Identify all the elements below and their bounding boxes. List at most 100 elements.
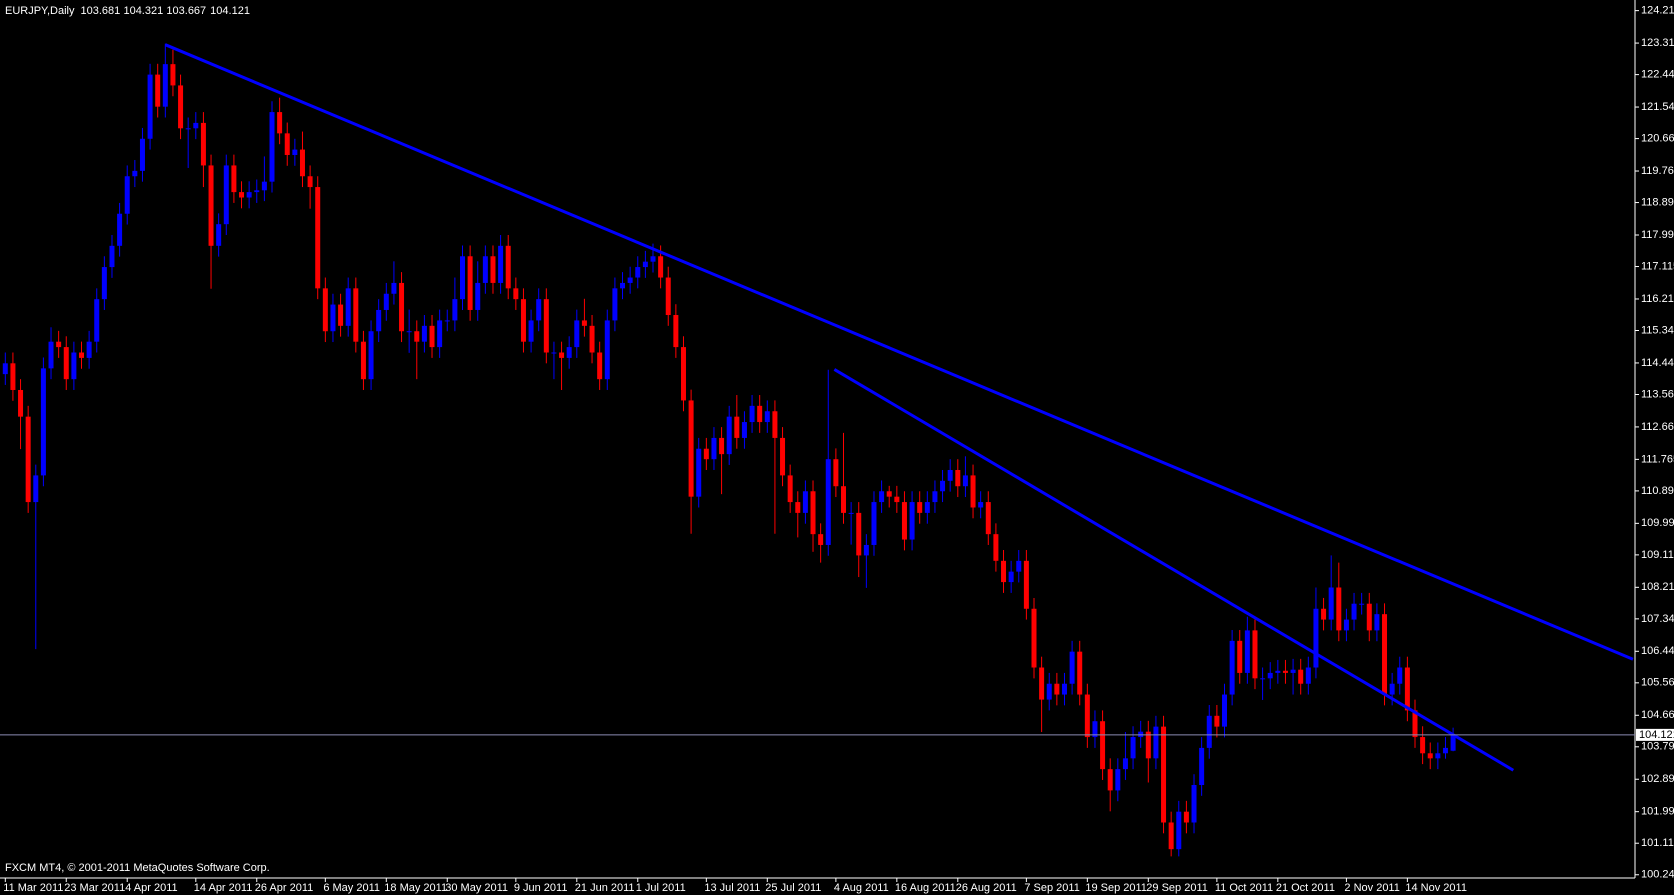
candle-body <box>132 170 138 177</box>
candle-body <box>757 405 763 423</box>
x-tick-label: 29 Sep 2011 <box>1146 882 1208 894</box>
candle-body <box>1382 614 1388 695</box>
y-tick-label: 109.115 <box>1641 549 1674 561</box>
x-tick-label: 21 Jun 2011 <box>575 882 635 894</box>
candle-body <box>833 459 839 487</box>
y-tick-label: 109.990 <box>1641 517 1674 529</box>
candle-body <box>284 133 290 155</box>
candle-body <box>520 299 526 342</box>
y-tick-label: 112.665 <box>1641 421 1674 433</box>
candle-body <box>1008 571 1014 583</box>
candle-body <box>1046 683 1052 700</box>
candle-body <box>970 475 976 508</box>
candle-body <box>894 496 900 503</box>
candle-body <box>40 368 46 476</box>
candle-body <box>1442 747 1448 754</box>
candle-body <box>239 192 245 198</box>
candle-body <box>703 448 709 460</box>
candle-body <box>1084 694 1090 738</box>
candle-body <box>1282 670 1288 673</box>
candle-body <box>1168 822 1174 850</box>
candle-body <box>1001 560 1007 583</box>
x-tick-label: 16 Aug 2011 <box>895 882 956 894</box>
header-open: 103.681 <box>81 5 121 17</box>
candle-body <box>1404 667 1410 711</box>
candle-body <box>978 502 984 508</box>
candle-body <box>261 181 267 191</box>
candle-body <box>368 331 374 380</box>
y-tick-label: 110.890 <box>1641 485 1674 497</box>
symbol: EURJPY,Daily <box>5 5 75 17</box>
candle-body <box>536 299 542 321</box>
candle-body <box>1389 683 1395 695</box>
candle-body <box>1023 560 1029 609</box>
candle-body <box>444 320 450 322</box>
candle-body <box>147 74 153 139</box>
candle-body <box>749 405 755 423</box>
candle-body <box>1397 667 1403 684</box>
current-price-box <box>1636 728 1674 741</box>
candle-body <box>155 74 161 107</box>
candle-body <box>117 213 123 246</box>
candle-body <box>764 411 770 423</box>
y-tick-label: 117.115 <box>1641 260 1674 272</box>
y-tick-label: 106.440 <box>1641 645 1674 657</box>
candle-body <box>490 256 496 283</box>
candle-body <box>1336 587 1342 631</box>
candle-body <box>376 309 382 332</box>
candle-body <box>1351 603 1357 620</box>
candle-body <box>1237 640 1243 673</box>
candle-body <box>246 192 252 198</box>
candle-body <box>124 176 130 214</box>
header-close: 104.121 <box>210 5 250 17</box>
header-low: 103.667 <box>166 5 206 17</box>
y-tick-label: 113.565 <box>1641 388 1674 400</box>
candle-body <box>1145 731 1151 759</box>
candle-body <box>399 282 405 332</box>
y-tick-label: 101.990 <box>1641 806 1674 818</box>
candle-body <box>1366 603 1372 631</box>
y-tick-label: 120.665 <box>1641 132 1674 144</box>
candle-body <box>1267 672 1273 679</box>
candle-body <box>185 128 191 130</box>
y-tick-label: 100.240 <box>1641 869 1674 881</box>
candle-body <box>1100 721 1106 770</box>
y-tick-label: 123.315 <box>1641 37 1674 49</box>
candle-body <box>642 261 648 268</box>
y-tick-label: 117.990 <box>1641 229 1674 241</box>
candle-body <box>1016 560 1022 572</box>
candle-body <box>1359 603 1365 605</box>
x-tick-label: 11 Oct 2011 <box>1215 882 1273 894</box>
candle-body <box>223 165 229 225</box>
header-high: 104.321 <box>123 5 163 17</box>
candle-body <box>635 267 641 278</box>
candle-body <box>1069 651 1075 684</box>
trendline <box>164 43 1634 661</box>
candle-body <box>673 315 679 348</box>
x-tick-label: 26 Apr 2011 <box>255 882 314 894</box>
candle-body <box>1077 651 1083 695</box>
candle-body <box>589 325 595 353</box>
candle-body <box>101 267 107 300</box>
candle-body <box>886 491 892 497</box>
candle-body <box>482 256 488 283</box>
candle-body <box>437 320 443 348</box>
y-tick-label: 118.890 <box>1641 196 1674 208</box>
x-tick-label: 14 Apr 2011 <box>194 882 253 894</box>
candle-body <box>810 491 816 535</box>
candle-body <box>1275 670 1281 673</box>
candle-body <box>307 176 313 188</box>
x-tick-label: 19 Sep 2011 <box>1085 882 1147 894</box>
candle-body <box>947 469 953 481</box>
y-tick-label: 111.765 <box>1641 453 1674 465</box>
candle-body <box>551 352 557 354</box>
candle-body <box>460 256 465 300</box>
candle-body <box>825 459 831 545</box>
candle-body <box>406 331 412 333</box>
footer: FXCM MT4, © 2001-2011 MetaQuotes Softwar… <box>5 862 270 874</box>
trendline <box>833 368 1515 772</box>
candle-body <box>917 502 923 513</box>
candle-body <box>1031 608 1037 668</box>
